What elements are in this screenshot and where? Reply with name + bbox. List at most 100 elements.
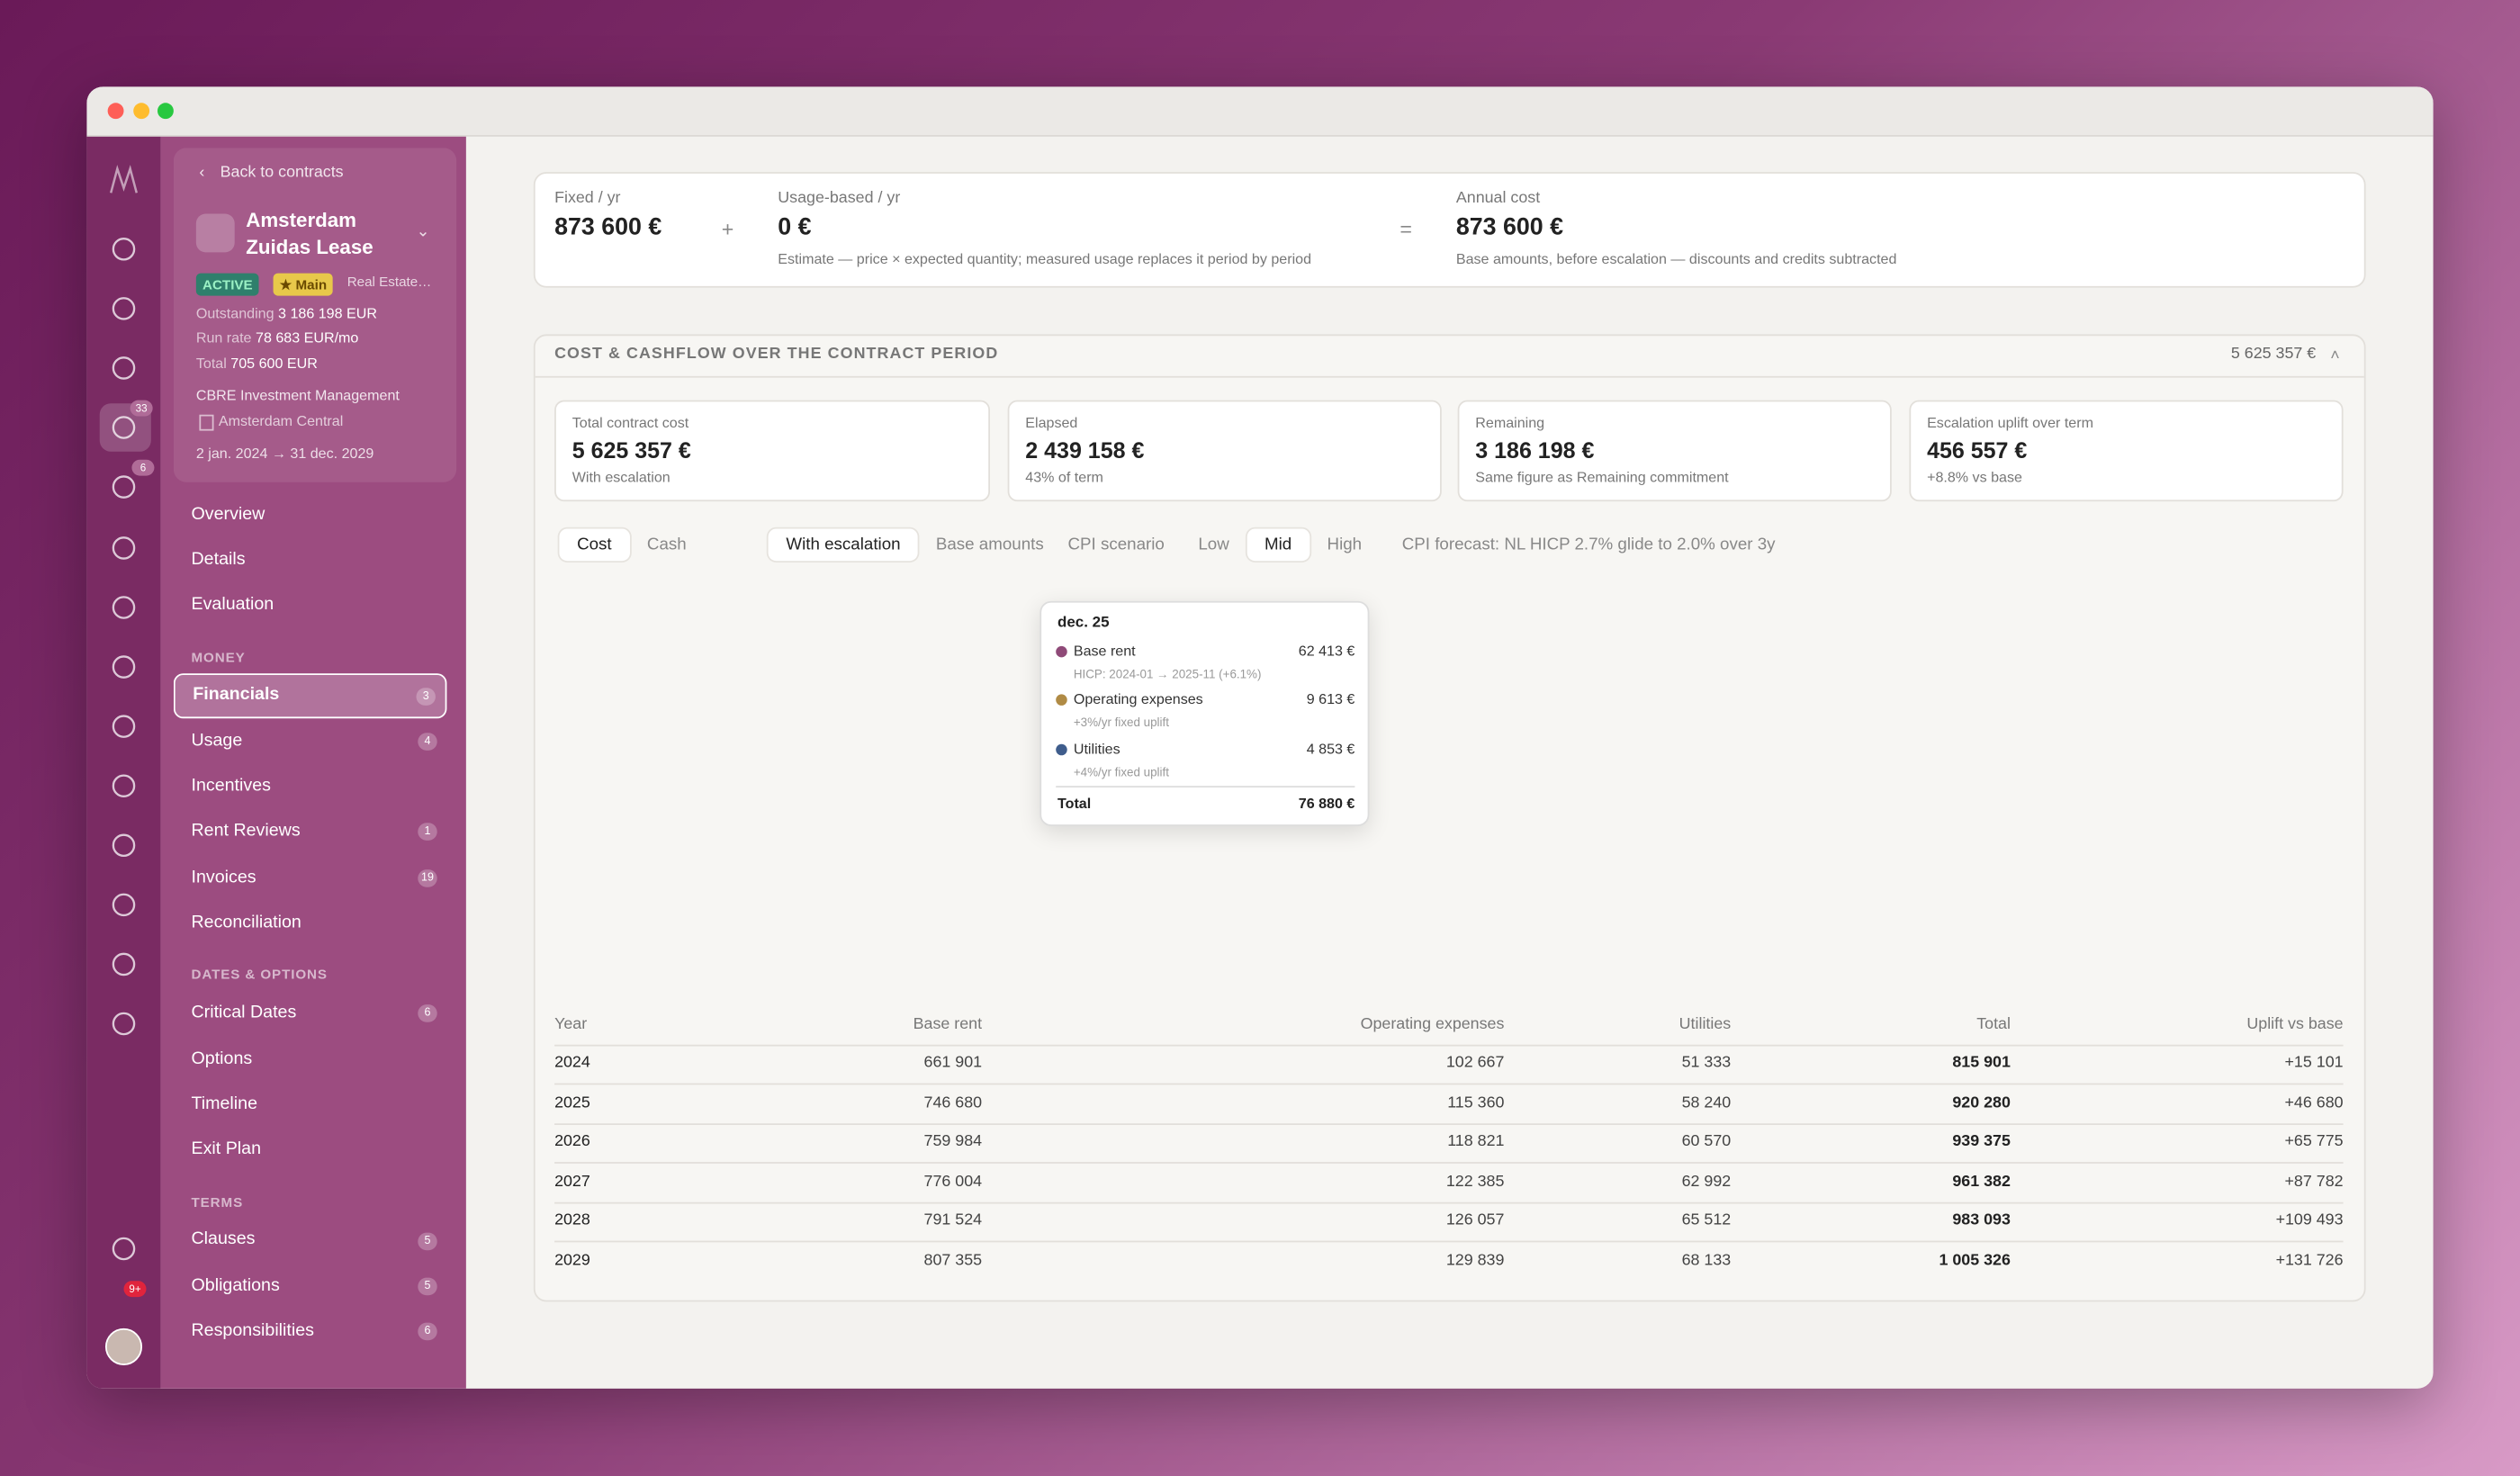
rail-badge — [130, 400, 153, 417]
kpi-note: Same figure as Remaining commitment — [1475, 468, 1729, 485]
nav-item[interactable]: Financials 3 — [173, 673, 447, 719]
toggle[interactable]: Base amounts — [935, 535, 1044, 555]
title-bar — [86, 86, 2434, 137]
tooltip-total: 76 880 € — [1298, 795, 1355, 812]
toggle-group: With escalation Base amounts — [768, 528, 1062, 562]
rail-icon[interactable] — [112, 1237, 136, 1261]
summary-value: 873 600 € — [554, 213, 662, 241]
table-cell: 983 093 — [1952, 1211, 2011, 1230]
toggle[interactable]: Mid — [1246, 528, 1310, 562]
table-cell: 126 057 — [1445, 1211, 1505, 1230]
nav-item[interactable]: Options — [174, 1037, 447, 1083]
rail-icon[interactable] — [112, 655, 136, 679]
table-header: Operating expenses — [1360, 1015, 1505, 1034]
section-divider — [535, 375, 2364, 378]
rail-badge — [123, 1281, 147, 1298]
nav-item[interactable]: Critical Dates 6 — [174, 991, 447, 1037]
kpi-label: Escalation uplift over term — [1927, 413, 2093, 430]
nav-label: Incentives — [191, 776, 271, 796]
rail-icon[interactable] — [112, 536, 136, 560]
contract-card — [173, 148, 457, 482]
equals-sign: = — [1400, 217, 1412, 242]
toggle[interactable]: Cash — [646, 535, 687, 555]
rail-icon[interactable] — [112, 893, 136, 917]
toggle-group-label: CPI scenario — [1067, 535, 1165, 554]
nav-label: Responsibilities — [191, 1320, 314, 1341]
tooltip-note: +4%/yr fixed uplift — [1073, 764, 1169, 779]
rail-icon[interactable] — [112, 715, 136, 738]
table-cell: 776 004 — [923, 1172, 983, 1191]
nav-item[interactable]: Exit Plan — [174, 1128, 447, 1174]
nav-item[interactable]: Details — [174, 537, 447, 583]
kpi-label: Total contract cost — [572, 413, 689, 430]
tooltip-value: 62 413 € — [1298, 642, 1355, 659]
nav-item[interactable]: Obligations 5 — [174, 1264, 447, 1310]
nav-item[interactable]: Overview — [174, 491, 447, 537]
table-cell: 759 984 — [923, 1132, 983, 1151]
toggle-group: CPI scenario Low Mid High — [1065, 528, 1380, 562]
toggle[interactable]: Cost — [559, 528, 630, 562]
summary-note: Estimate — price × expected quantity; me… — [778, 249, 1312, 266]
nav-item[interactable]: Invoices 19 — [174, 855, 447, 901]
nav-section-title: TERMS — [191, 1193, 244, 1210]
section-chevron[interactable]: ˄ — [2330, 346, 2340, 365]
back-link[interactable]: Back to contracts — [220, 164, 344, 182]
table-rule — [554, 1122, 2344, 1125]
nav-label: Clauses — [191, 1229, 256, 1250]
rail-icon[interactable] — [112, 356, 136, 380]
nav-item[interactable]: Timeline — [174, 1082, 447, 1128]
rail-badge-text: 9+ — [129, 1283, 140, 1295]
nav-label: Rent Reviews — [191, 822, 301, 842]
nav-item[interactable]: Rent Reviews 1 — [174, 810, 447, 856]
rail-icon[interactable] — [112, 952, 136, 976]
toggle[interactable]: Low — [1198, 535, 1229, 555]
contract-icon — [195, 213, 235, 253]
plus-sign: + — [721, 217, 734, 242]
rail-icons: 33 6 9+ — [99, 165, 155, 1365]
fact-value: 705 600 EUR — [230, 354, 318, 371]
avatar[interactable] — [104, 1328, 143, 1365]
rail-icon[interactable] — [112, 596, 136, 619]
table-cell: 815 901 — [1952, 1054, 2011, 1073]
kpi-value: 2 439 158 € — [1025, 436, 1145, 463]
table-header: Total — [1976, 1015, 2011, 1034]
fact-label: Outstanding — [195, 304, 274, 321]
nav-item[interactable]: Usage 4 — [174, 719, 447, 765]
nav-label: Evaluation — [191, 594, 274, 615]
table-cell: 2024 — [554, 1054, 590, 1073]
table-cell: 58 240 — [1681, 1094, 1732, 1112]
table-cell: 1 005 326 — [1939, 1251, 2011, 1269]
nav-item[interactable]: Clauses 5 — [174, 1218, 447, 1264]
rail-icon[interactable] — [112, 1012, 136, 1036]
rail-icon[interactable] — [112, 416, 136, 439]
nav-item[interactable]: Incentives — [174, 764, 447, 810]
table-cell: 51 333 — [1681, 1054, 1732, 1073]
zoom-dot[interactable] — [157, 103, 174, 120]
tooltip-name: Base rent — [1073, 642, 1136, 659]
nav-item[interactable]: Reconciliation — [174, 901, 447, 947]
toggle[interactable]: High — [1327, 535, 1363, 555]
section-total: 5 625 357 € — [2230, 345, 2317, 364]
toggle[interactable]: With escalation — [768, 528, 919, 562]
summary-label: Usage-based / yr — [778, 189, 901, 208]
rail-icon[interactable] — [112, 833, 136, 858]
table-cell: 60 570 — [1681, 1132, 1732, 1151]
section-title: COST & CASHFLOW OVER THE CONTRACT PERIOD — [554, 345, 999, 364]
tooltip-title: dec. 25 — [1057, 614, 1110, 633]
kpi-value: 3 186 198 € — [1475, 436, 1595, 463]
nav-badge: 4 — [418, 732, 437, 751]
close-dot[interactable] — [107, 103, 124, 120]
rail-icon[interactable] — [112, 238, 136, 261]
nav-item[interactable]: Responsibilities 6 — [174, 1309, 447, 1354]
kpi-note: 43% of term — [1025, 468, 1103, 485]
table-header: Uplift vs base — [2246, 1015, 2344, 1034]
nav-item[interactable]: Evaluation — [174, 582, 447, 628]
rail-icon[interactable] — [112, 297, 136, 320]
table-cell: 920 280 — [1952, 1094, 2011, 1112]
nav-badge: 3 — [416, 687, 436, 706]
rail-icon[interactable] — [112, 774, 136, 797]
minimize-dot[interactable] — [133, 103, 150, 120]
nav-label: Usage — [191, 731, 243, 751]
rail-icon[interactable] — [112, 475, 136, 499]
nav-label: Reconciliation — [191, 913, 302, 932]
